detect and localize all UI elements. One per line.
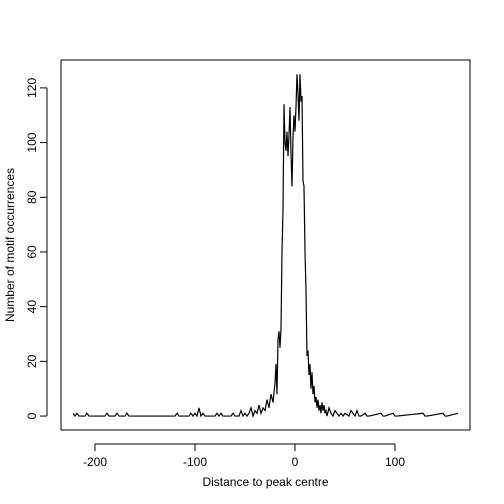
x-axis-label: Distance to peak centre	[202, 475, 328, 489]
y-tick-label: 20	[25, 354, 39, 368]
data-line	[72, 74, 459, 419]
y-tick-label: 100	[25, 132, 39, 152]
y-tick-label: 40	[25, 300, 39, 314]
x-tick-label: -200	[83, 455, 107, 469]
y-tick-label: 0	[25, 412, 39, 419]
y-tick-label: 80	[25, 190, 39, 204]
x-tick-label: -100	[183, 455, 207, 469]
y-axis-label: Number of motif occurrences	[3, 168, 17, 322]
y-tick-label: 60	[25, 245, 39, 259]
plot-box	[60, 59, 471, 431]
y-tick-label: 120	[25, 78, 39, 98]
x-tick-label: 0	[292, 455, 299, 469]
x-tick-label: 100	[385, 455, 405, 469]
